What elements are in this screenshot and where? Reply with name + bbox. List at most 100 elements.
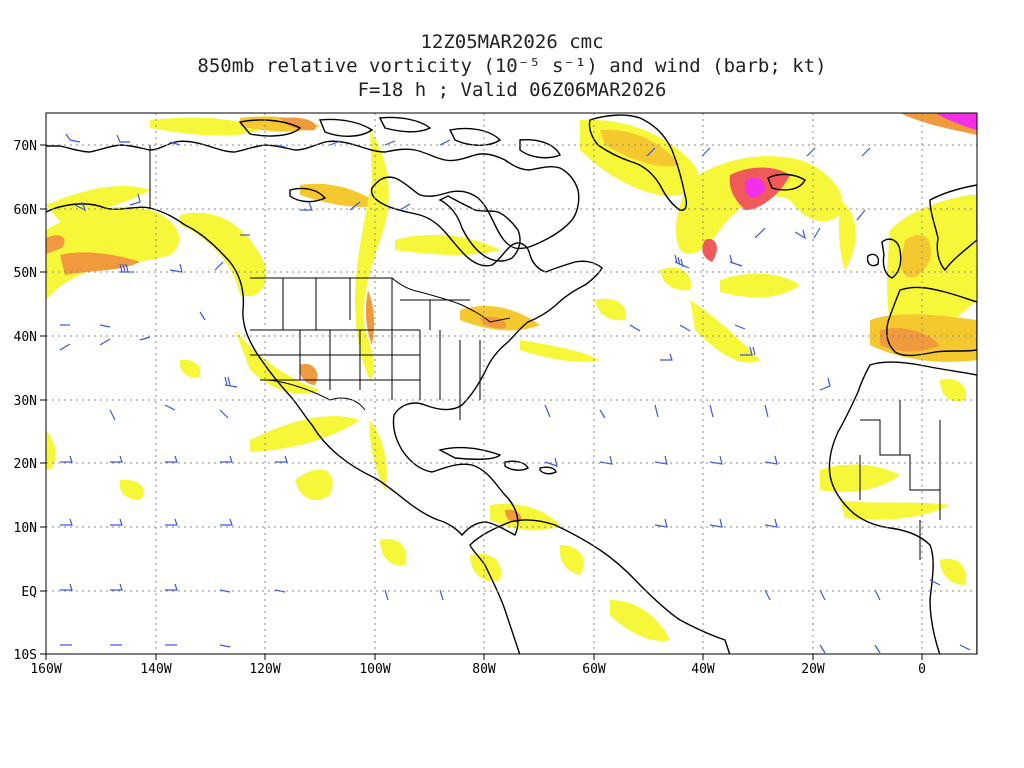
wind-barb [654,404,659,418]
wind-barb [109,409,116,421]
wind-barb [110,583,123,591]
vort-blob [880,328,940,352]
arctic-island-coastline [378,116,432,133]
wind-barb [646,147,656,157]
wind-barb [544,404,551,418]
vort-blob [369,420,387,490]
vort-blob [600,129,680,167]
lon-label-120w: 120W [249,662,280,677]
wind-barb [220,518,233,526]
vort-blob [675,156,843,254]
wind-barb [629,324,641,332]
wind-barb [959,644,971,651]
lon-label-0: 0 [918,662,926,677]
lat-label-eq: EQ [21,585,37,600]
vort-blob [295,469,333,500]
lat-label-50n: 50N [14,266,37,281]
vort-blob [702,238,717,262]
wind-barb [224,376,238,388]
wind-barb [119,263,134,273]
wind-barb [164,404,176,411]
wind-barb [219,409,229,419]
wind-barb [74,201,87,212]
wind-barb [806,147,816,157]
wind-barb [65,133,81,143]
political-boundaries [149,145,941,560]
wind-barb [129,193,141,206]
vort-blob [940,558,966,585]
vort-blob [60,252,140,275]
europe-coastline [886,286,977,357]
vort-blob [46,430,56,470]
wind-barb [214,261,224,271]
british-isles-coastline [881,238,902,279]
vort-blob [380,539,407,566]
vort-blob [460,305,540,331]
lon-label-140w: 140W [140,662,171,677]
wind-barb [709,404,714,418]
wind-barb [764,404,769,418]
lat-label-60n: 60N [14,203,37,218]
title-line-3: F=18 h ; Valid 06Z06MAR2026 [357,79,667,101]
title-line-1: 12Z05MAR2026 cmc [420,31,604,53]
wind-barb [275,455,288,463]
north-america-coastline [46,140,603,537]
map-frame [45,112,978,655]
wind-barb [110,518,123,526]
wind-barb [674,254,690,269]
vort-blob [300,183,380,207]
vort-blob [235,330,320,394]
wind-barb [874,589,881,601]
wind-barb [740,346,756,356]
vort-blob [935,113,977,130]
wind-barb [929,579,941,586]
vort-blob [887,195,977,345]
title-line-2: 850mb relative vorticity (10⁻⁵ s⁻¹) and … [197,55,827,77]
longitude-labels: 160W 140W 120W 100W 80W 60W 40W 20W 0 [30,662,926,677]
vort-blob [595,298,626,321]
wind-barb [813,227,821,239]
vort-blob [900,235,931,278]
lat-label-40n: 40N [14,330,37,345]
wind-barb [99,338,111,346]
wind-barb [139,336,151,341]
wind-barb [764,589,771,601]
lon-label-80w: 80W [472,662,496,677]
wind-barb [116,134,130,143]
lat-label-10s: 10S [14,648,37,663]
africa-borders [859,400,941,560]
wind-barb [384,140,396,146]
arctic-island-coastline [318,118,374,137]
wind-barb [99,324,111,328]
vort-blob [395,234,500,255]
vort-blob [365,290,375,345]
wind-barb [654,518,668,528]
wind-barb [439,589,444,601]
coastlines [46,114,977,654]
wind-barb [544,457,558,467]
us-canada-border [250,277,511,323]
scandinavia-coastline [929,184,977,272]
arctic-island-coastline [519,138,561,159]
wind-barb [709,455,723,465]
wind-barb [874,644,881,654]
wind-barb [220,455,233,463]
lon-label-160w: 160W [30,662,61,677]
wind-barb [60,518,73,526]
vort-blob [179,359,201,378]
caribbean-island-coastline [504,460,529,471]
british-isles-coastline [866,253,880,267]
hudson-bay-coastline [438,195,521,262]
wind-barb [274,144,286,148]
wind-barb [165,455,178,463]
wind-barb [856,209,866,221]
vort-blob [720,273,800,298]
cuba-coastline [438,446,502,460]
arctic-island-coastline [448,127,502,146]
wind-barb [329,140,341,146]
lon-label-100w: 100W [359,662,390,677]
latitude-labels: 70N 60N 50N 40N 30N 20N 10N EQ 10S [14,139,38,663]
wind-barb [599,409,606,419]
gridlines [46,113,977,654]
